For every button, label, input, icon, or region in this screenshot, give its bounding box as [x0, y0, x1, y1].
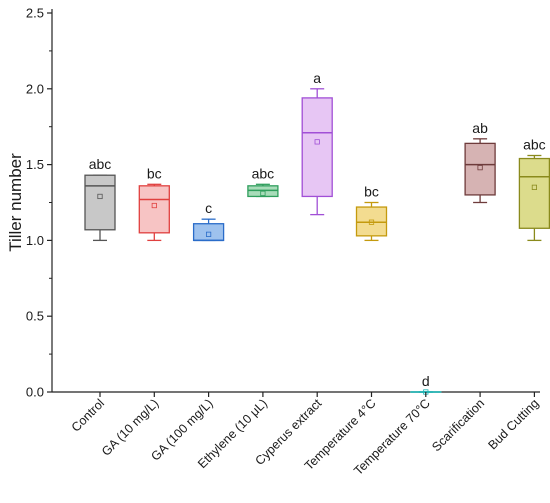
y-axis-ticks: 0.0 0.5 1.0 1.5 2.0 2.5	[26, 6, 52, 400]
significance-label: abc	[89, 156, 112, 172]
plot-area	[51, 9, 540, 393]
y-tick-label: 1.5	[26, 157, 44, 172]
box-6: bc	[355, 184, 388, 242]
mean-marker	[151, 202, 157, 209]
box-2: bc	[138, 165, 170, 242]
y-axis-label: Tiller number	[6, 153, 25, 252]
box-iqr	[84, 174, 116, 231]
box-8: ab	[464, 120, 496, 204]
box-9: abc	[518, 137, 550, 242]
y-tick-label: 0.5	[26, 309, 44, 324]
significance-label: abc	[252, 165, 275, 181]
box-iqr	[138, 185, 170, 234]
significance-label: abc	[523, 137, 546, 153]
mean-marker	[97, 193, 103, 200]
y-tick-label: 1.0	[26, 233, 44, 248]
significance-label: bc	[364, 184, 379, 200]
significance-label: bc	[147, 165, 162, 181]
significance-label: ab	[472, 120, 488, 136]
mean-marker	[205, 231, 212, 237]
mean-marker	[314, 139, 320, 145]
y-tick-label: 2.5	[26, 6, 44, 21]
x-tick-label: Bud Cutting	[485, 396, 541, 452]
box-iqr	[464, 142, 496, 196]
box-5: a	[301, 70, 333, 216]
significance-label: c	[205, 200, 212, 216]
box-3: c	[192, 200, 225, 242]
x-tick-label: Control	[69, 396, 107, 434]
box-4: abc	[247, 165, 279, 198]
box-iqr	[301, 97, 333, 198]
mean-marker	[368, 219, 375, 225]
mean-marker	[260, 190, 266, 197]
box-7: d	[410, 373, 442, 395]
significance-label: a	[313, 70, 321, 86]
mean-marker	[531, 184, 538, 190]
box-1: abc	[84, 156, 116, 242]
mean-marker	[477, 165, 483, 171]
box-iqr	[355, 206, 388, 237]
y-tick-label: 2.0	[26, 81, 44, 96]
y-tick-label: 0.0	[26, 385, 44, 400]
box-iqr	[518, 157, 550, 229]
x-tick-label: Scarification	[429, 396, 487, 454]
significance-label: d	[422, 373, 430, 389]
